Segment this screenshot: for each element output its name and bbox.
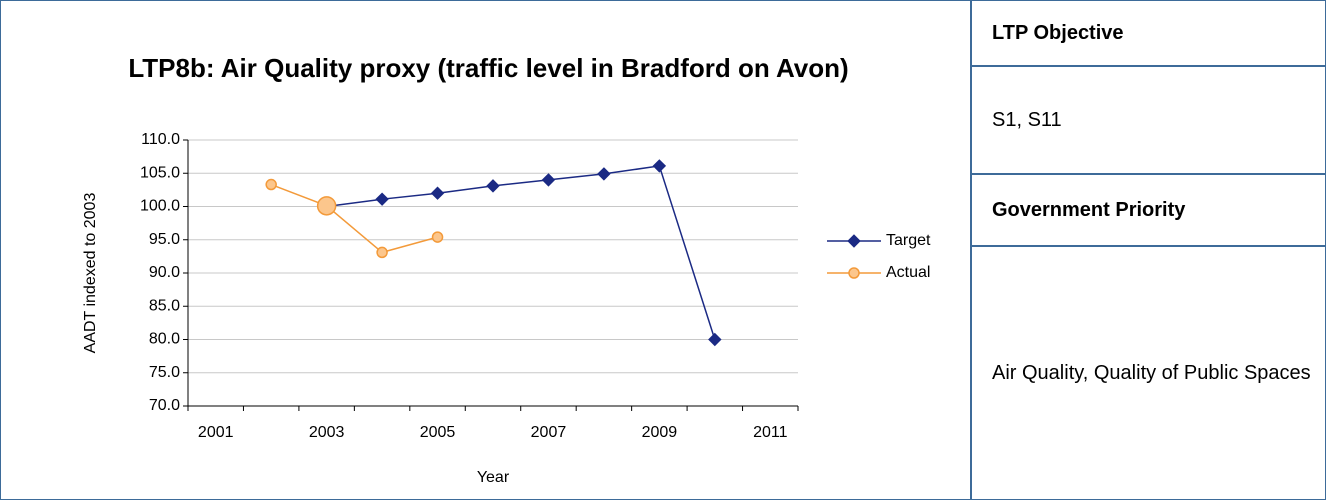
point xyxy=(431,231,444,243)
y-tick-label: 105.0 xyxy=(140,164,180,181)
point xyxy=(375,192,389,206)
series-line xyxy=(326,165,716,340)
y-tick-label: 95.0 xyxy=(149,231,180,248)
panel-heading: Government Priority xyxy=(972,175,1325,247)
y-tick-label: 90.0 xyxy=(149,264,180,281)
y-tick-label: 75.0 xyxy=(149,364,180,381)
point xyxy=(265,178,277,191)
point xyxy=(541,173,556,187)
legend-marker xyxy=(848,267,860,279)
chart-title: LTP8b: Air Quality proxy (traffic level … xyxy=(128,53,849,83)
y-tick-label: 80.0 xyxy=(149,331,180,348)
y-tick-label: 100.0 xyxy=(140,198,180,215)
panel-value: S1, S11 xyxy=(972,67,1325,175)
y-tick-label: 110.0 xyxy=(141,131,180,148)
panel-value: Air Quality, Quality of Public Spaces xyxy=(992,361,1311,384)
x-tick-label: 2007 xyxy=(531,424,567,441)
y-tick-label: 70.0 xyxy=(149,397,180,414)
x-axis-label: Year xyxy=(477,469,510,486)
legend-label: Actual xyxy=(886,264,930,281)
x-tick-label: 2005 xyxy=(420,424,456,441)
y-axis-label: AADT indexed to 2003 xyxy=(82,193,99,354)
point xyxy=(486,179,500,193)
y-tick-label: 85.0 xyxy=(149,297,180,314)
point xyxy=(430,186,445,200)
point xyxy=(652,159,667,173)
x-tick-label: 2009 xyxy=(642,424,678,441)
series-line xyxy=(270,183,438,254)
legend-marker xyxy=(847,234,861,248)
info-panel: LTP Objective S1, S11 Government Priority A… xyxy=(970,1,1325,499)
legend-label: Target xyxy=(886,232,931,249)
point xyxy=(316,196,337,216)
chart: 70.0 75.0 80.0 85.0 90.0 95.0 100.0 105.0 110.0 2… xyxy=(82,131,931,486)
point xyxy=(597,167,611,181)
point xyxy=(376,246,388,259)
panel-heading: LTP Objective xyxy=(972,1,1325,67)
x-tick-label: 2001 xyxy=(198,424,234,441)
x-tick-label: 2011 xyxy=(753,424,788,441)
x-tick-label: 2003 xyxy=(309,424,345,441)
point xyxy=(708,332,722,347)
